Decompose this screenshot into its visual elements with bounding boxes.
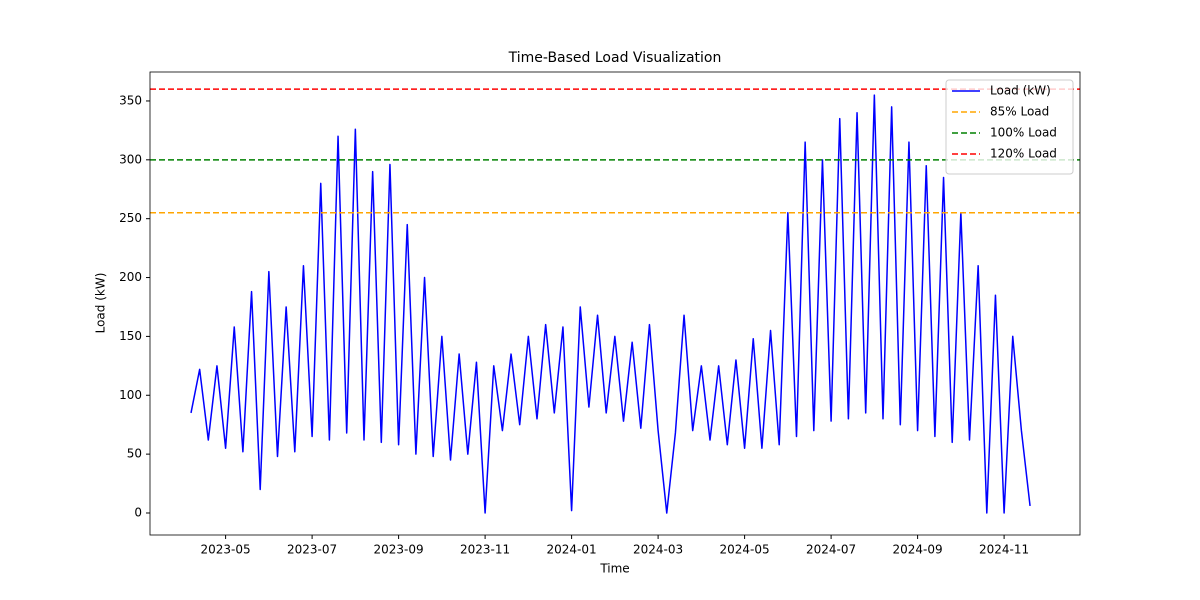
x-tick-label: 2023-07 — [287, 543, 337, 557]
y-tick-label: 50 — [127, 447, 142, 461]
chart-title: Time-Based Load Visualization — [508, 50, 722, 66]
x-tick-label: 2024-07 — [806, 543, 856, 557]
legend-label: 85% Load — [990, 105, 1049, 119]
plot-frame — [149, 71, 1081, 536]
y-tick-label: 150 — [119, 329, 142, 343]
y-tick-label: 100 — [119, 388, 142, 402]
x-tick-label: 2024-09 — [893, 543, 943, 557]
y-tick-label: 250 — [119, 211, 142, 225]
y-axis-label: Load (kW) — [94, 273, 108, 334]
y-tick-label: 350 — [119, 93, 142, 107]
data-line — [190, 94, 1031, 514]
x-tick-label: 2023-05 — [201, 543, 251, 557]
legend-label: 100% Load — [990, 126, 1057, 140]
x-tick-label: 2024-05 — [720, 543, 770, 557]
legend: Load (kW) 85% Load 100% Load 120% Load — [945, 79, 1074, 175]
x-tick-label: 2024-01 — [547, 543, 597, 557]
legend-label: Load (kW) — [990, 84, 1051, 98]
y-tick-label: 0 — [134, 505, 142, 519]
x-tick-label: 2024-03 — [633, 543, 683, 557]
x-tick-label: 2023-09 — [374, 543, 424, 557]
legend-label: 120% Load — [990, 147, 1057, 161]
x-tick-label: 2024-11 — [979, 543, 1029, 557]
y-tick-label: 300 — [119, 152, 142, 166]
legend-box — [945, 79, 1074, 175]
y-tick-label: 200 — [119, 270, 142, 284]
x-axis-label: Time — [599, 562, 629, 576]
x-tick-label: 2023-11 — [460, 543, 510, 557]
